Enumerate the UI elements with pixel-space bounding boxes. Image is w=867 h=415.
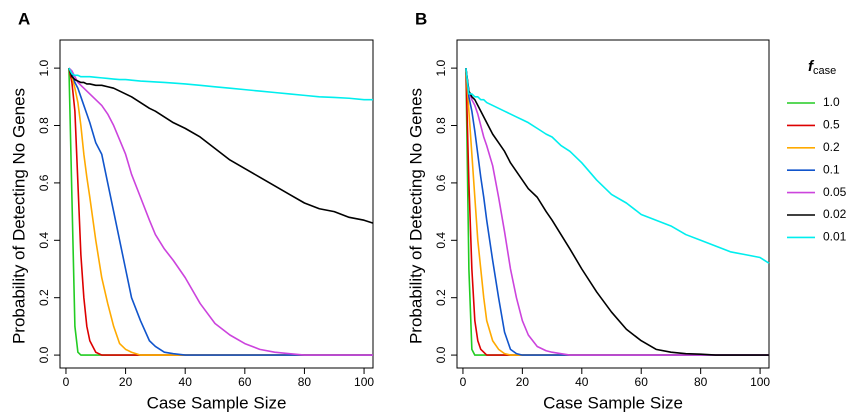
y-tick-label: 0.4 xyxy=(37,232,51,249)
x-tick-label: 0 xyxy=(460,375,467,389)
legend-label: 1.0 xyxy=(823,95,840,109)
legend-label: 0.2 xyxy=(823,140,840,154)
legend-title: fcase xyxy=(808,58,836,77)
x-tick-label: 100 xyxy=(750,375,770,389)
legend-title-main: f xyxy=(808,58,815,75)
series-line xyxy=(68,67,373,101)
y-axis-title: Probability of Detecting No Genes xyxy=(406,88,425,344)
legend-label: 0.02 xyxy=(823,207,847,221)
y-tick-label: 0.2 xyxy=(434,289,448,306)
series-line xyxy=(465,68,769,356)
y-tick-label: 0.2 xyxy=(37,289,51,306)
plot-frame xyxy=(59,39,374,369)
x-tick-label: 80 xyxy=(298,375,312,389)
series-line xyxy=(68,67,373,356)
series-line xyxy=(465,68,769,356)
legend-label: 0.05 xyxy=(823,185,847,199)
x-tick-label: 0 xyxy=(63,375,70,389)
x-tick-label: 60 xyxy=(635,375,649,389)
series-line xyxy=(68,67,373,356)
series-line xyxy=(465,68,769,356)
x-tick-label: 20 xyxy=(119,375,133,389)
legend-label: 0.5 xyxy=(823,118,840,132)
y-tick-label: 0.8 xyxy=(434,117,448,134)
plot-frame xyxy=(456,39,770,369)
x-tick-label: 40 xyxy=(179,375,193,389)
y-tick-label: 1.0 xyxy=(434,59,448,76)
x-axis-title: Case Sample Size xyxy=(543,393,683,412)
series-line xyxy=(465,68,770,264)
panel-label: B xyxy=(415,9,427,28)
legend-label: 0.01 xyxy=(823,230,847,244)
y-tick-label: 0.0 xyxy=(37,346,51,363)
series-line xyxy=(68,67,373,356)
series-line xyxy=(465,68,769,356)
y-axis-title: Probability of Detecting No Genes xyxy=(9,88,28,344)
y-tick-label: 0.4 xyxy=(434,232,448,249)
x-tick-label: 100 xyxy=(354,375,374,389)
series-line xyxy=(68,67,373,356)
y-tick-label: 0.0 xyxy=(434,346,448,363)
y-tick-label: 1.0 xyxy=(37,59,51,76)
x-tick-label: 60 xyxy=(238,375,252,389)
panel-label: A xyxy=(18,9,30,28)
x-tick-label: 40 xyxy=(575,375,589,389)
legend-label: 0.1 xyxy=(823,162,840,176)
y-tick-label: 0.6 xyxy=(37,174,51,191)
x-tick-label: 80 xyxy=(694,375,708,389)
x-tick-label: 20 xyxy=(516,375,530,389)
series-line xyxy=(68,68,373,356)
y-tick-label: 0.6 xyxy=(434,174,448,191)
series-line xyxy=(68,67,374,224)
y-tick-label: 0.8 xyxy=(37,117,51,134)
x-axis-title: Case Sample Size xyxy=(147,393,287,412)
legend-title-sub: case xyxy=(813,65,836,77)
series-line xyxy=(465,68,769,356)
series-line xyxy=(465,68,769,356)
